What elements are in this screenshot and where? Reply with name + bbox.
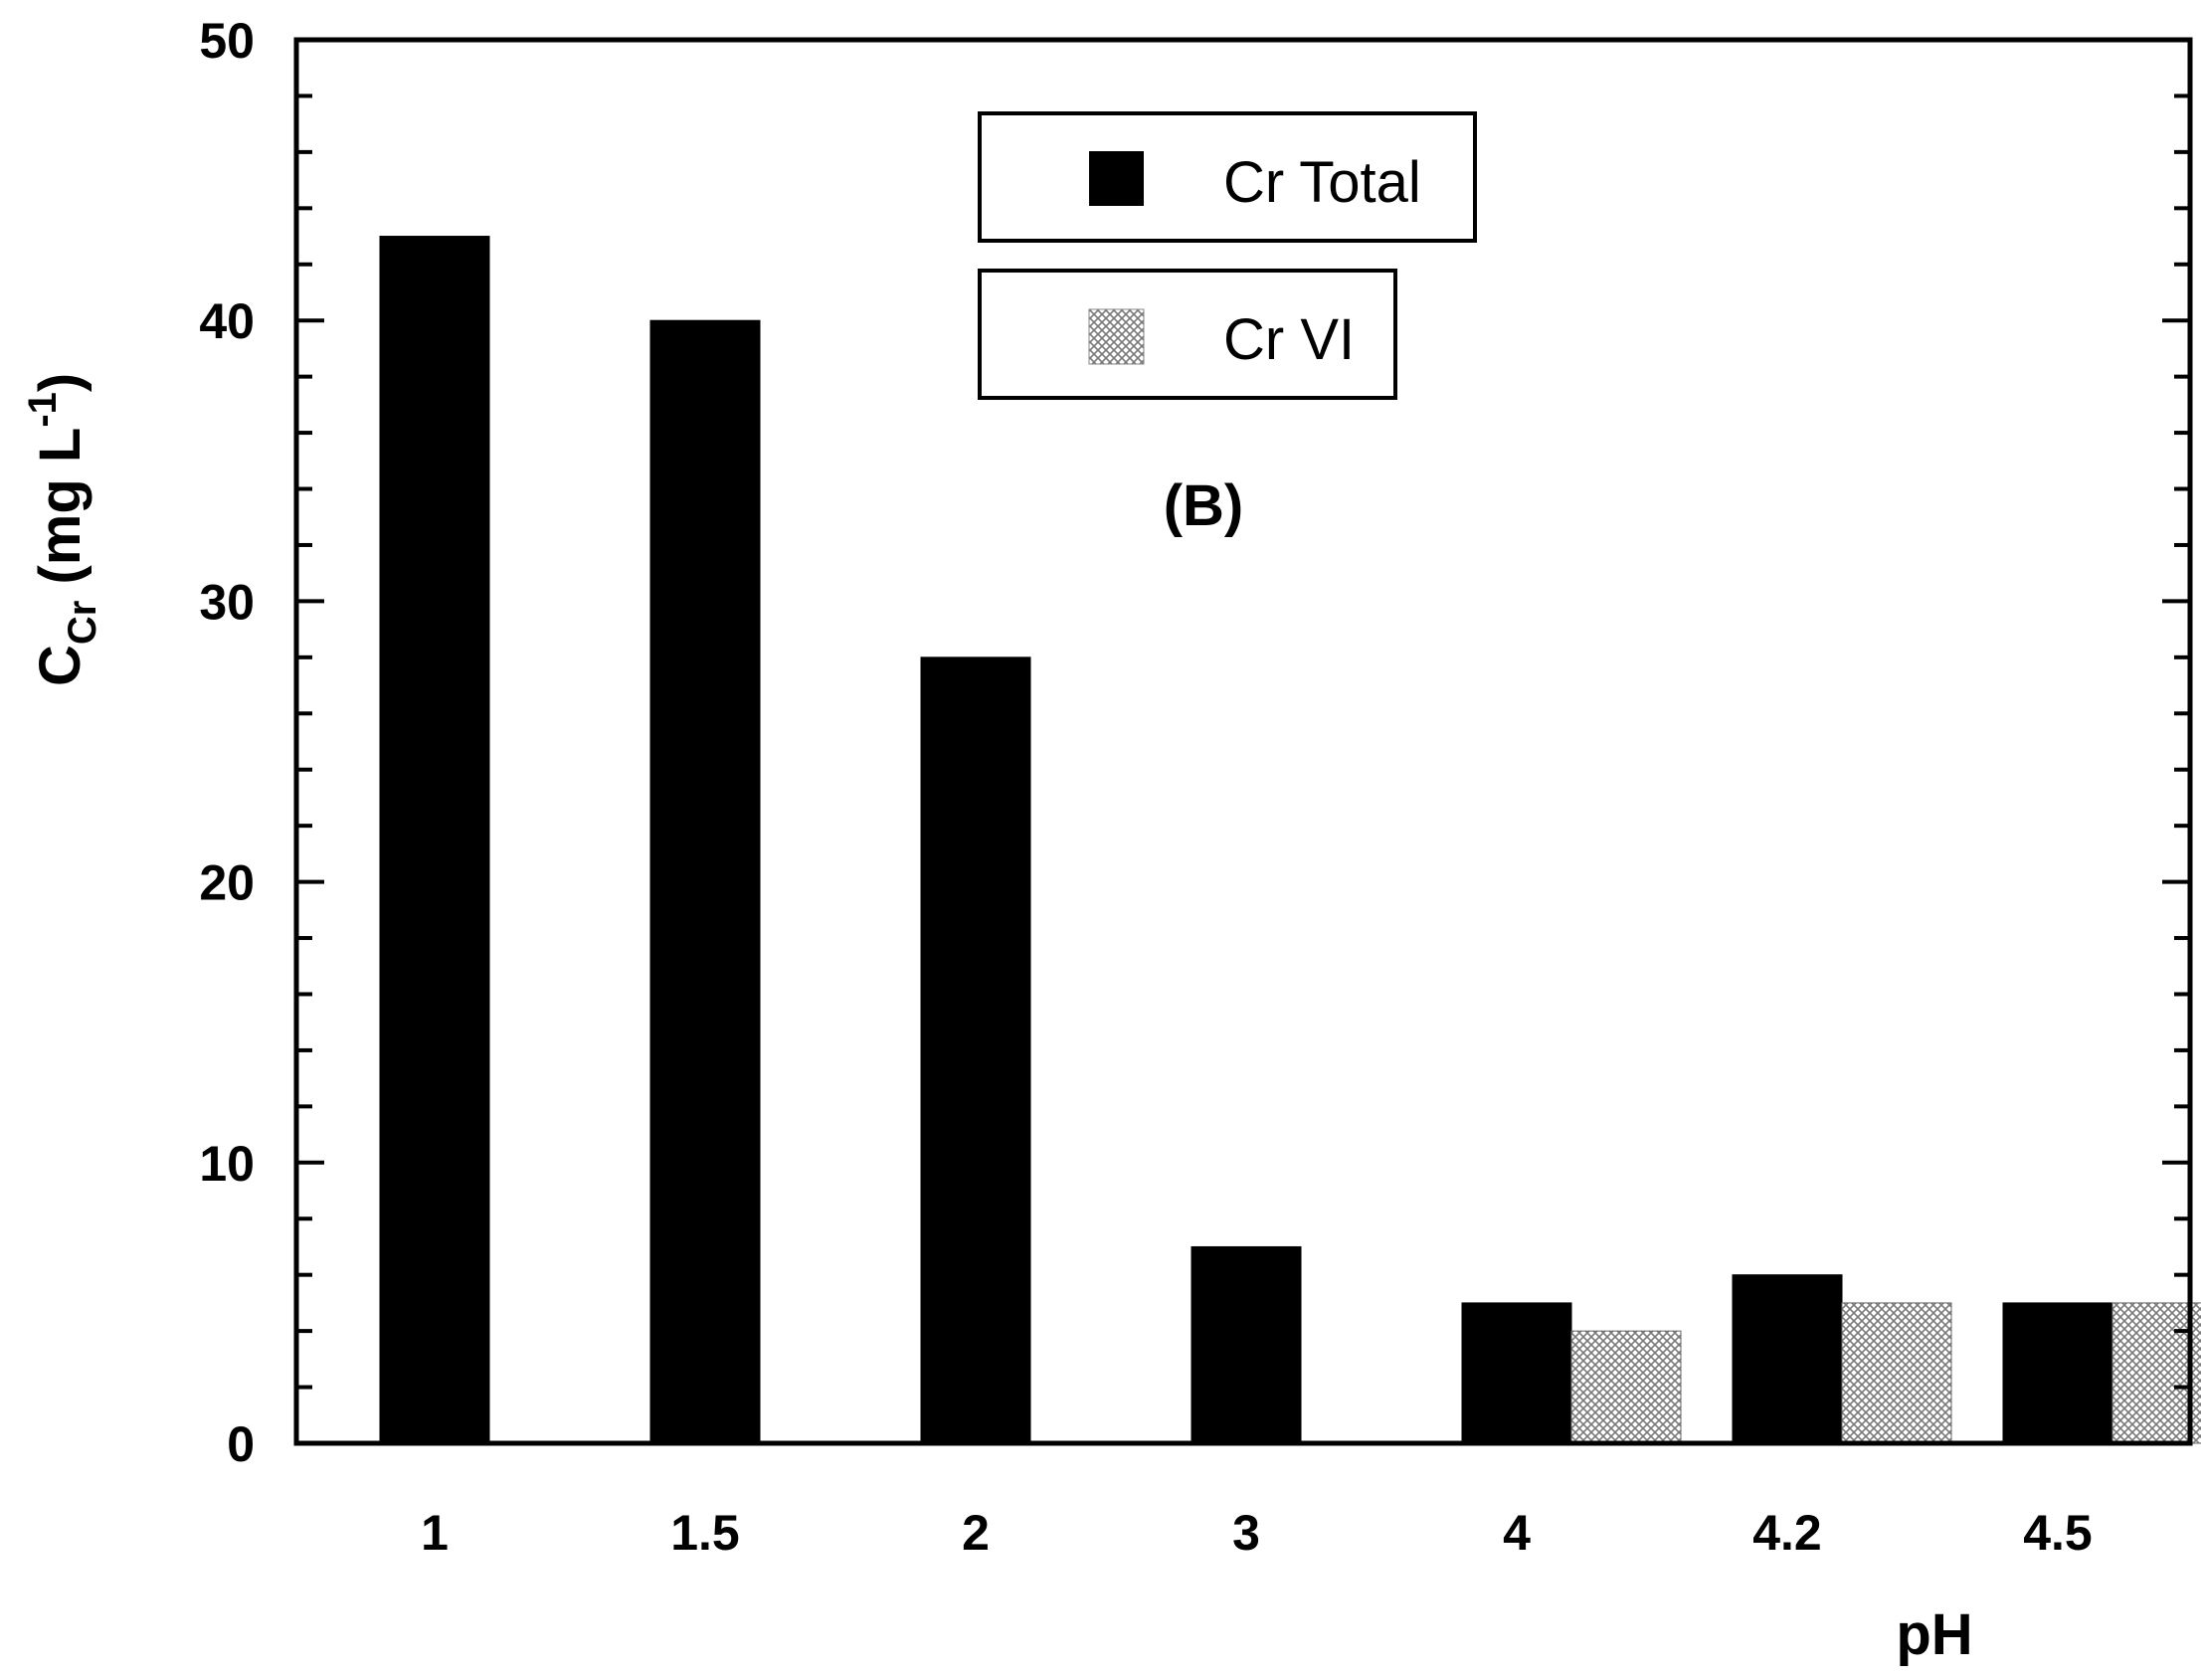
x-tick-label: 4.2 <box>1752 1505 1822 1561</box>
y-tick-labels: 0 10 20 30 40 50 <box>199 13 255 1472</box>
y-tick-label: 40 <box>199 293 255 349</box>
bar-cr-vi-ph-4_2 <box>1841 1302 1952 1444</box>
x-tick-label: 4 <box>1503 1505 1531 1561</box>
bar-cr-total-ph-4 <box>1461 1302 1572 1444</box>
bar-cr-total-ph-2 <box>920 656 1031 1444</box>
y-tick-label: 0 <box>227 1416 255 1472</box>
y-tick-label: 30 <box>199 574 255 630</box>
y-tick-label: 20 <box>199 855 255 911</box>
y-axis-label-superscript: -1 <box>21 392 65 428</box>
axis-ticks <box>296 38 2190 1445</box>
legend-label-cr-total: Cr Total <box>1223 150 1421 215</box>
x-tick-label: 4.5 <box>2023 1505 2093 1561</box>
legend-swatch-cr-total <box>1089 151 1144 206</box>
bar-cr-total-ph-1 <box>379 236 490 1444</box>
panel-annotation: (B) <box>1164 473 1244 538</box>
y-axis-label: CCr (mg L-1) <box>21 373 104 686</box>
y-tick-label: 10 <box>199 1136 255 1192</box>
bar-cr-total-ph-1_5 <box>649 319 761 1444</box>
y-tick-label: 50 <box>199 13 255 69</box>
x-tick-labels: 1 1.5 2 3 4 4.2 4.5 <box>421 1505 2093 1561</box>
x-tick-label: 1.5 <box>670 1505 740 1561</box>
legend-entry-cr-total: Cr Total <box>978 111 1477 243</box>
x-axis-label: pH <box>1896 1602 1972 1667</box>
legend: Cr Total Cr VI <box>978 111 1477 400</box>
bars-group <box>379 236 2201 1444</box>
bar-cr-total-ph-4_2 <box>1732 1274 1843 1444</box>
bar-cr-vi-ph-4 <box>1570 1330 1682 1444</box>
bar-cr-total-ph-3 <box>1191 1245 1302 1444</box>
legend-label-cr-vi: Cr VI <box>1223 307 1355 372</box>
legend-entry-cr-vi: Cr VI <box>978 269 1397 400</box>
legend-box-cr-total <box>978 111 1477 243</box>
legend-box-cr-vi <box>978 269 1397 400</box>
x-tick-label: 2 <box>962 1505 990 1561</box>
x-tick-label: 3 <box>1232 1505 1260 1561</box>
x-tick-label: 1 <box>421 1505 449 1561</box>
plot-frame <box>293 37 2193 1446</box>
y-axis-label-subscript: Cr <box>61 601 104 645</box>
legend-swatch-cr-vi <box>1088 308 1145 365</box>
bar-cr-total-ph-4_5 <box>2002 1302 2113 1444</box>
bar-cr-vi-ph-4_5 <box>2111 1302 2201 1444</box>
